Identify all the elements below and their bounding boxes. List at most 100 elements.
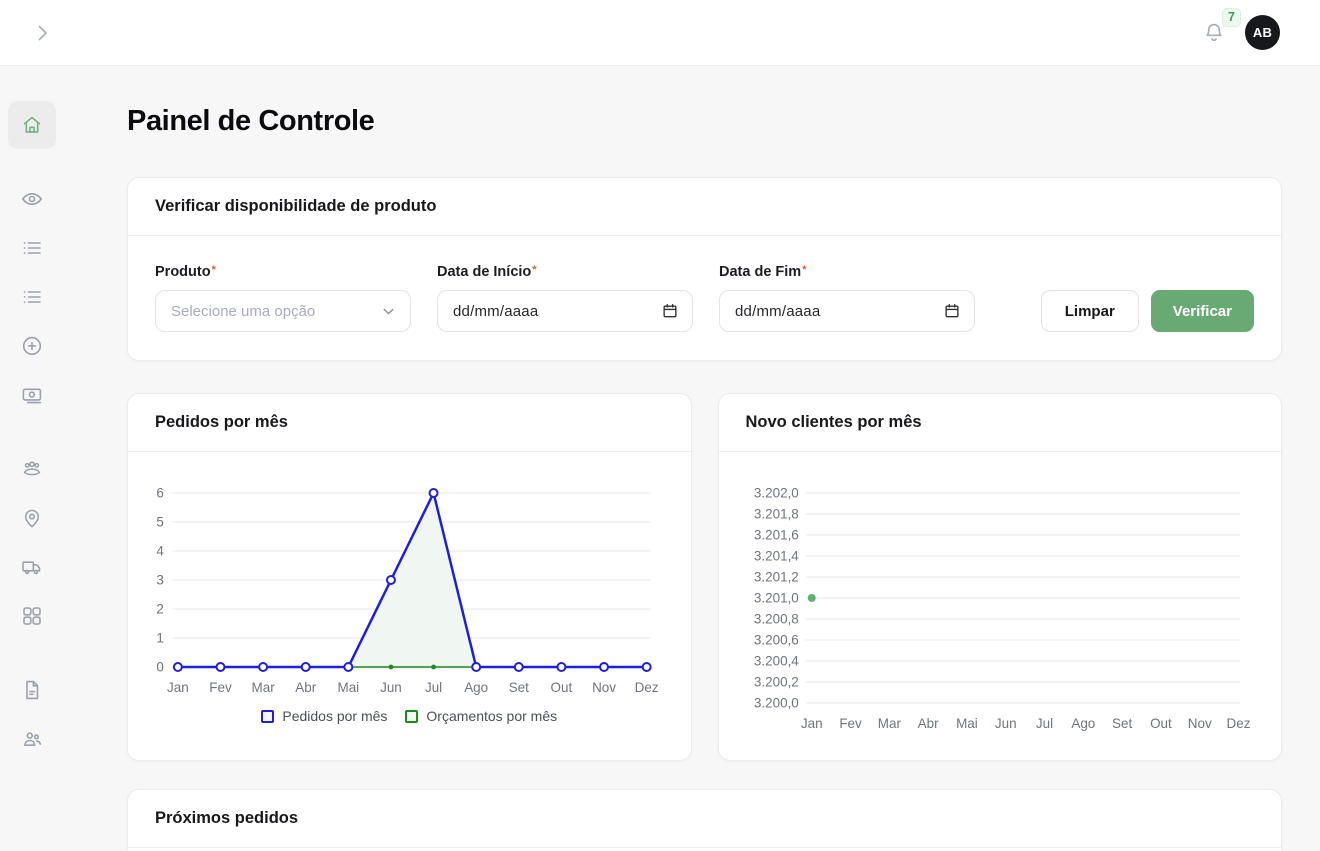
svg-text:Jul: Jul: [425, 680, 442, 695]
svg-text:Jun: Jun: [380, 680, 402, 695]
document-icon: [20, 678, 44, 702]
sidebar-item-visibility[interactable]: [12, 179, 52, 219]
chevron-right-icon: [30, 21, 54, 45]
svg-text:Nov: Nov: [592, 680, 616, 695]
legend-swatch-green: [405, 709, 419, 723]
svg-text:Dez: Dez: [1226, 716, 1250, 731]
charts-row: Pedidos por mês 0 1 2 3 4 5 6 Jan Fev Mar Abr Mai Ju…: [127, 393, 1282, 761]
svg-text:1: 1: [156, 630, 163, 645]
svg-text:Jul: Jul: [1035, 716, 1052, 731]
svg-text:Ago: Ago: [1071, 716, 1095, 731]
data-inicio-field: Data de Início* dd/mm/aaaa: [437, 264, 693, 332]
availability-card-title: Verificar disponibilidade de produto: [128, 178, 1281, 236]
sidebar-item-add-new[interactable]: [12, 326, 52, 366]
data-fim-label: Data de Fim*: [719, 264, 807, 280]
data-fim-field: Data de Fim* dd/mm/aaaa: [719, 264, 975, 332]
svg-text:3.200,2: 3.200,2: [753, 674, 798, 689]
topbar: 7 AB: [0, 0, 1320, 66]
pedidos-chart-card: Pedidos por mês 0 1 2 3 4 5 6 Jan Fev Mar Abr Mai Ju…: [127, 393, 692, 761]
sidebar-item-users[interactable]: [12, 719, 52, 759]
sidebar-item-orders-list[interactable]: [12, 228, 52, 268]
sidebar: [0, 66, 64, 851]
svg-text:3.201,4: 3.201,4: [753, 548, 798, 563]
svg-text:Set: Set: [509, 680, 529, 695]
availability-form: Produto* Selecione uma opção Data de Iní…: [128, 236, 1281, 360]
required-asterisk: *: [532, 264, 537, 276]
verificar-button[interactable]: Verificar: [1150, 290, 1254, 332]
legend-item-pedidos[interactable]: Pedidos por mês: [261, 708, 387, 724]
main-content: Painel de Controle Verificar disponibili…: [0, 66, 1320, 851]
produto-field: Produto* Selecione uma opção: [155, 264, 411, 332]
sidebar-item-locations[interactable]: [12, 498, 52, 538]
svg-text:5: 5: [156, 514, 163, 529]
users-icon: [20, 727, 44, 751]
svg-text:3.200,0: 3.200,0: [753, 695, 798, 710]
proximos-pedidos-title: Próximos pedidos: [128, 790, 1281, 848]
svg-text:4: 4: [156, 543, 164, 558]
data-fim-value: dd/mm/aaaa: [735, 302, 821, 320]
svg-text:3.202,0: 3.202,0: [753, 485, 798, 500]
bell-icon: [1201, 20, 1227, 46]
sidebar-item-payments[interactable]: [12, 375, 52, 415]
svg-text:Abr: Abr: [295, 680, 316, 695]
svg-text:3.201,6: 3.201,6: [753, 527, 798, 542]
novos-clientes-chart-title: Novo clientes por mês: [718, 394, 1281, 452]
availability-card: Verificar disponibilidade de produto Pro…: [127, 177, 1282, 361]
produto-select[interactable]: Selecione uma opção: [155, 290, 411, 332]
pedidos-chart-legend: Pedidos por mês Orçamentos por mês: [128, 708, 691, 754]
sidebar-item-customers[interactable]: [12, 449, 52, 489]
svg-text:3.201,8: 3.201,8: [753, 506, 798, 521]
svg-text:Mar: Mar: [252, 680, 276, 695]
required-asterisk: *: [211, 264, 216, 276]
svg-text:3.200,8: 3.200,8: [753, 611, 798, 626]
sidebar-item-shipping[interactable]: [12, 547, 52, 587]
map-pin-icon: [20, 506, 44, 530]
svg-text:Fev: Fev: [209, 680, 232, 695]
pedidos-chart: 0 1 2 3 4 5 6 Jan Fev Mar Abr Mai Jun Jul Ago Set Out Nov…: [156, 485, 658, 695]
form-actions: Limpar Verificar: [1040, 290, 1254, 332]
data-inicio-input[interactable]: dd/mm/aaaa: [437, 290, 693, 332]
data-inicio-label: Data de Início*: [437, 264, 537, 280]
produto-label: Produto*: [155, 264, 216, 280]
svg-text:3.200,4: 3.200,4: [753, 653, 798, 668]
svg-text:Fev: Fev: [839, 716, 862, 731]
svg-text:3.201,2: 3.201,2: [753, 569, 798, 584]
sidebar-item-modules[interactable]: [12, 596, 52, 636]
svg-text:Out: Out: [1150, 716, 1172, 731]
list-icon: [20, 236, 44, 260]
novos-clientes-chart: 3.200,0 3.200,2 3.200,4 3.200,6 3.200,8 3.201…: [753, 485, 1250, 731]
calendar-icon[interactable]: [943, 302, 961, 320]
svg-text:0: 0: [156, 659, 163, 674]
svg-text:Jan: Jan: [800, 716, 822, 731]
truck-icon: [20, 555, 44, 579]
produto-select-placeholder: Selecione uma opção: [171, 302, 316, 320]
data-fim-input[interactable]: dd/mm/aaaa: [719, 290, 975, 332]
svg-text:Out: Out: [551, 680, 573, 695]
notifications-button[interactable]: 7: [1201, 7, 1241, 46]
sidebar-collapse-button[interactable]: [28, 19, 56, 47]
proximos-pedidos-card: Próximos pedidos: [127, 789, 1282, 851]
users-group-icon: [20, 457, 44, 481]
eye-icon: [20, 187, 44, 211]
grid-icon: [20, 604, 44, 628]
svg-text:Mai: Mai: [337, 680, 359, 695]
svg-text:Mar: Mar: [877, 716, 901, 731]
sidebar-item-catalog-list[interactable]: [12, 277, 52, 317]
home-icon: [20, 113, 44, 137]
novos-clientes-chart-card: Novo clientes por mês 3.200,0 3.200,2 3.20…: [717, 393, 1282, 761]
sidebar-item-home[interactable]: [8, 101, 56, 149]
sidebar-item-documents[interactable]: [12, 670, 52, 710]
plus-circle-icon: [20, 334, 44, 358]
legend-label: Orçamentos por mês: [426, 708, 558, 724]
svg-text:3: 3: [156, 572, 163, 587]
limpar-button[interactable]: Limpar: [1040, 290, 1139, 332]
svg-text:Abr: Abr: [917, 716, 938, 731]
svg-text:Nov: Nov: [1187, 716, 1211, 731]
svg-text:3.200,6: 3.200,6: [753, 632, 798, 647]
data-inicio-value: dd/mm/aaaa: [453, 302, 539, 320]
legend-label: Pedidos por mês: [282, 708, 388, 724]
svg-text:Ago: Ago: [464, 680, 488, 695]
legend-item-orcamentos[interactable]: Orçamentos por mês: [405, 708, 557, 724]
user-avatar[interactable]: AB: [1245, 15, 1280, 50]
calendar-icon[interactable]: [661, 302, 679, 320]
